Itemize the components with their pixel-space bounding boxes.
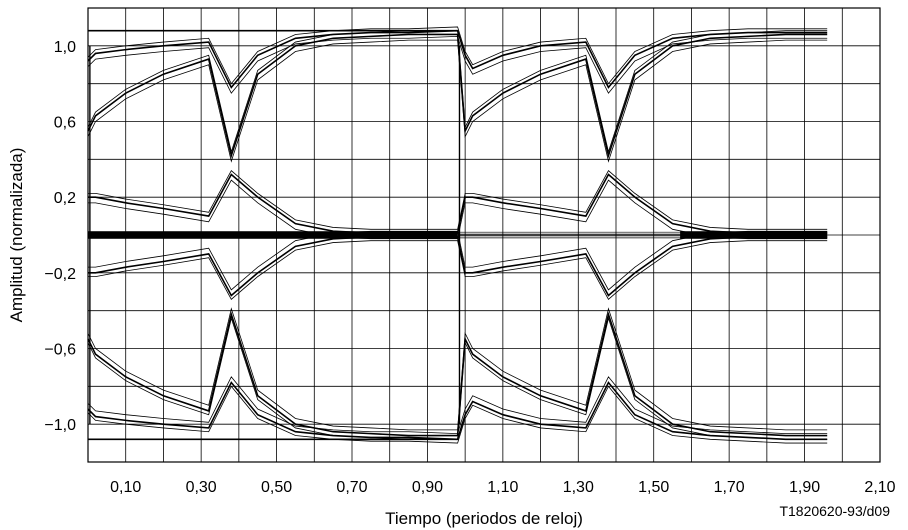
series-group bbox=[87, 26, 828, 444]
series-line-5 bbox=[87, 311, 828, 437]
x-tick-labels: 0,10 0,30 0,50 0,70 0,90 1,10 1,30 1,50 1,70 1,90… bbox=[110, 479, 896, 496]
series-line-2 bbox=[87, 30, 828, 154]
x-tick-label: 0,70 bbox=[336, 479, 367, 496]
series-line-5 bbox=[87, 307, 828, 431]
y-tick-labels: 1,0 0,6 0,2 −0,2 −0,6 −1,0 bbox=[44, 39, 76, 434]
x-tick-label: 0,50 bbox=[261, 479, 292, 496]
y-tick-label: −0,6 bbox=[44, 342, 76, 359]
series-line-3 bbox=[88, 179, 828, 240]
x-tick-label: 0,10 bbox=[110, 479, 141, 496]
series-line-6 bbox=[87, 381, 828, 441]
x-tick-label: 1,10 bbox=[487, 479, 518, 496]
y-tick-label: 0,6 bbox=[54, 115, 76, 132]
x-tick-label: 0,90 bbox=[412, 479, 443, 496]
series-line-3 bbox=[88, 170, 828, 230]
series-line-4 bbox=[88, 230, 828, 291]
x-tick-label: 1,50 bbox=[638, 479, 669, 496]
figure-reference: T1820620-93/d09 bbox=[779, 503, 890, 519]
y-tick-label: 1,0 bbox=[54, 39, 76, 56]
series-line-1 bbox=[87, 35, 828, 94]
x-tick-label: 2,10 bbox=[864, 479, 895, 496]
x-tick-label: 1,70 bbox=[714, 479, 745, 496]
series-line-2 bbox=[87, 33, 828, 159]
y-tick-label: −0,2 bbox=[44, 266, 76, 283]
x-axis-label: Tiempo (periodos de reloj) bbox=[385, 509, 583, 528]
x-tick-label: 1,90 bbox=[789, 479, 820, 496]
plot-frame bbox=[87, 7, 881, 463]
y-axis-label: Amplitud (normalizada) bbox=[7, 148, 26, 323]
series-line-5 bbox=[87, 316, 828, 440]
x-tick-label: 1,30 bbox=[563, 479, 594, 496]
series-line-4 bbox=[88, 236, 828, 297]
x-tick-label: 0,30 bbox=[186, 479, 217, 496]
series-line-6 bbox=[87, 376, 828, 435]
series-line-3 bbox=[88, 173, 828, 234]
series-line-1 bbox=[87, 26, 828, 85]
series-line-4 bbox=[88, 240, 828, 300]
series-line-2 bbox=[87, 39, 828, 163]
centre-band-segment bbox=[88, 231, 458, 239]
series-line-6 bbox=[87, 385, 828, 444]
series-line-1 bbox=[87, 29, 828, 89]
centre-band-segment bbox=[680, 231, 828, 239]
y-tick-label: −1,0 bbox=[44, 417, 76, 434]
y-tick-label: 0,2 bbox=[54, 190, 76, 207]
